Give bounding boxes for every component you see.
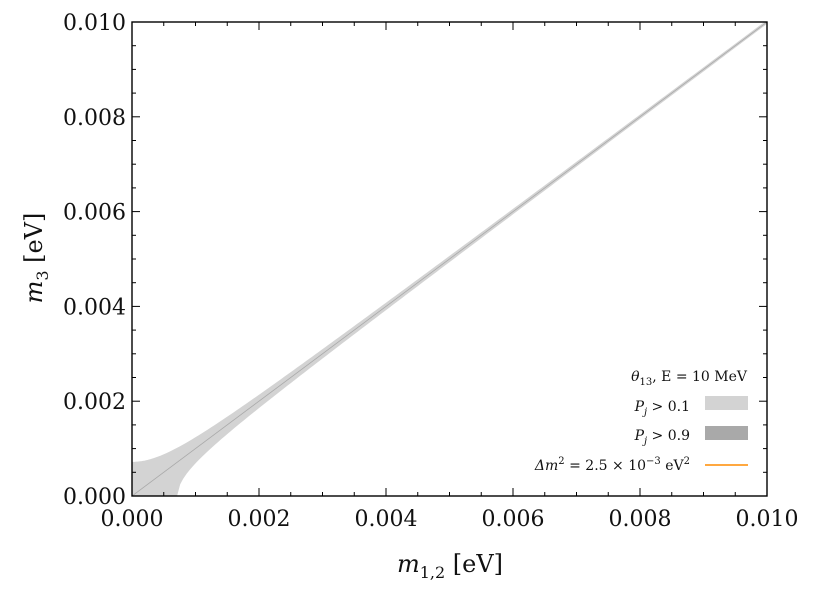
legend-swatch-p-gt-0-1 xyxy=(705,396,748,410)
legend-entry-1-main: P xyxy=(634,399,645,415)
y-axis-label-sub: 3 xyxy=(33,270,52,280)
ticks-layer: 0.000 0.002 0.004 0.006 0.008 0.010 0.000 0.002… xyxy=(63,11,798,532)
x-tick-label: 0.000 xyxy=(101,507,164,532)
y-tick-label: 0.002 xyxy=(63,390,126,415)
legend-entry-3-sup: 2 xyxy=(558,456,564,467)
x-tick-label: 0.002 xyxy=(228,507,291,532)
diagonal-line xyxy=(132,22,767,496)
legend-title: θ13, E = 10 MeV xyxy=(631,369,748,388)
series-layer xyxy=(132,22,767,496)
legend-entry-label-1: Pj > 0.1 xyxy=(634,399,690,418)
legend-entry-label-3: Δm2 = 2.5 × 10−3 eV2 xyxy=(534,456,690,474)
y-axis-label-unit: [eV] xyxy=(20,213,48,271)
x-axis-label: m1,2 [eV] xyxy=(397,550,503,582)
legend-entry-3-rest2: eV xyxy=(661,458,685,474)
y-axis-label: m3 [eV] xyxy=(20,213,52,304)
y-tick-label: 0.010 xyxy=(63,11,126,36)
y-axis-label-var: m xyxy=(20,281,48,304)
legend-entry-label-2: Pj > 0.9 xyxy=(634,428,690,447)
x-tick-label: 0.010 xyxy=(736,507,799,532)
y-tick-label: 0.004 xyxy=(63,295,126,320)
legend-title-theta: θ xyxy=(631,369,640,385)
x-axis-label-var: m xyxy=(397,550,420,578)
legend: θ13, E = 10 MeV Pj > 0.1 Pj > 0.9 Δm2 = … xyxy=(534,369,748,474)
legend-entry-1-rest: > 0.1 xyxy=(647,399,690,415)
x-axis-label-unit: [eV] xyxy=(445,550,503,578)
x-tick-label: 0.004 xyxy=(355,507,418,532)
legend-title-rest: , E = 10 MeV xyxy=(652,369,748,385)
legend-entry-2-sub: j xyxy=(642,436,647,447)
x-tick-label: 0.008 xyxy=(609,507,672,532)
legend-entry-1-sub: j xyxy=(642,407,647,418)
y-tick-label: 0.008 xyxy=(63,106,126,131)
y-tick-label: 0.000 xyxy=(63,485,126,510)
legend-entry-2-main: P xyxy=(634,428,645,444)
y-tick-label: 0.006 xyxy=(63,201,126,226)
x-tick-label: 0.006 xyxy=(482,507,545,532)
legend-swatch-p-gt-0-9 xyxy=(705,426,748,440)
legend-entry-3-sup2: −3 xyxy=(646,456,661,467)
legend-entry-2-rest: > 0.9 xyxy=(647,428,690,444)
x-axis-label-sub: 1,2 xyxy=(420,563,445,582)
legend-entry-3-main: Δm xyxy=(534,458,558,474)
legend-title-theta-sub: 13 xyxy=(640,377,653,388)
legend-entry-3-sup3: 2 xyxy=(684,456,690,467)
legend-entry-3-rest: = 2.5 × 10 xyxy=(565,458,646,474)
